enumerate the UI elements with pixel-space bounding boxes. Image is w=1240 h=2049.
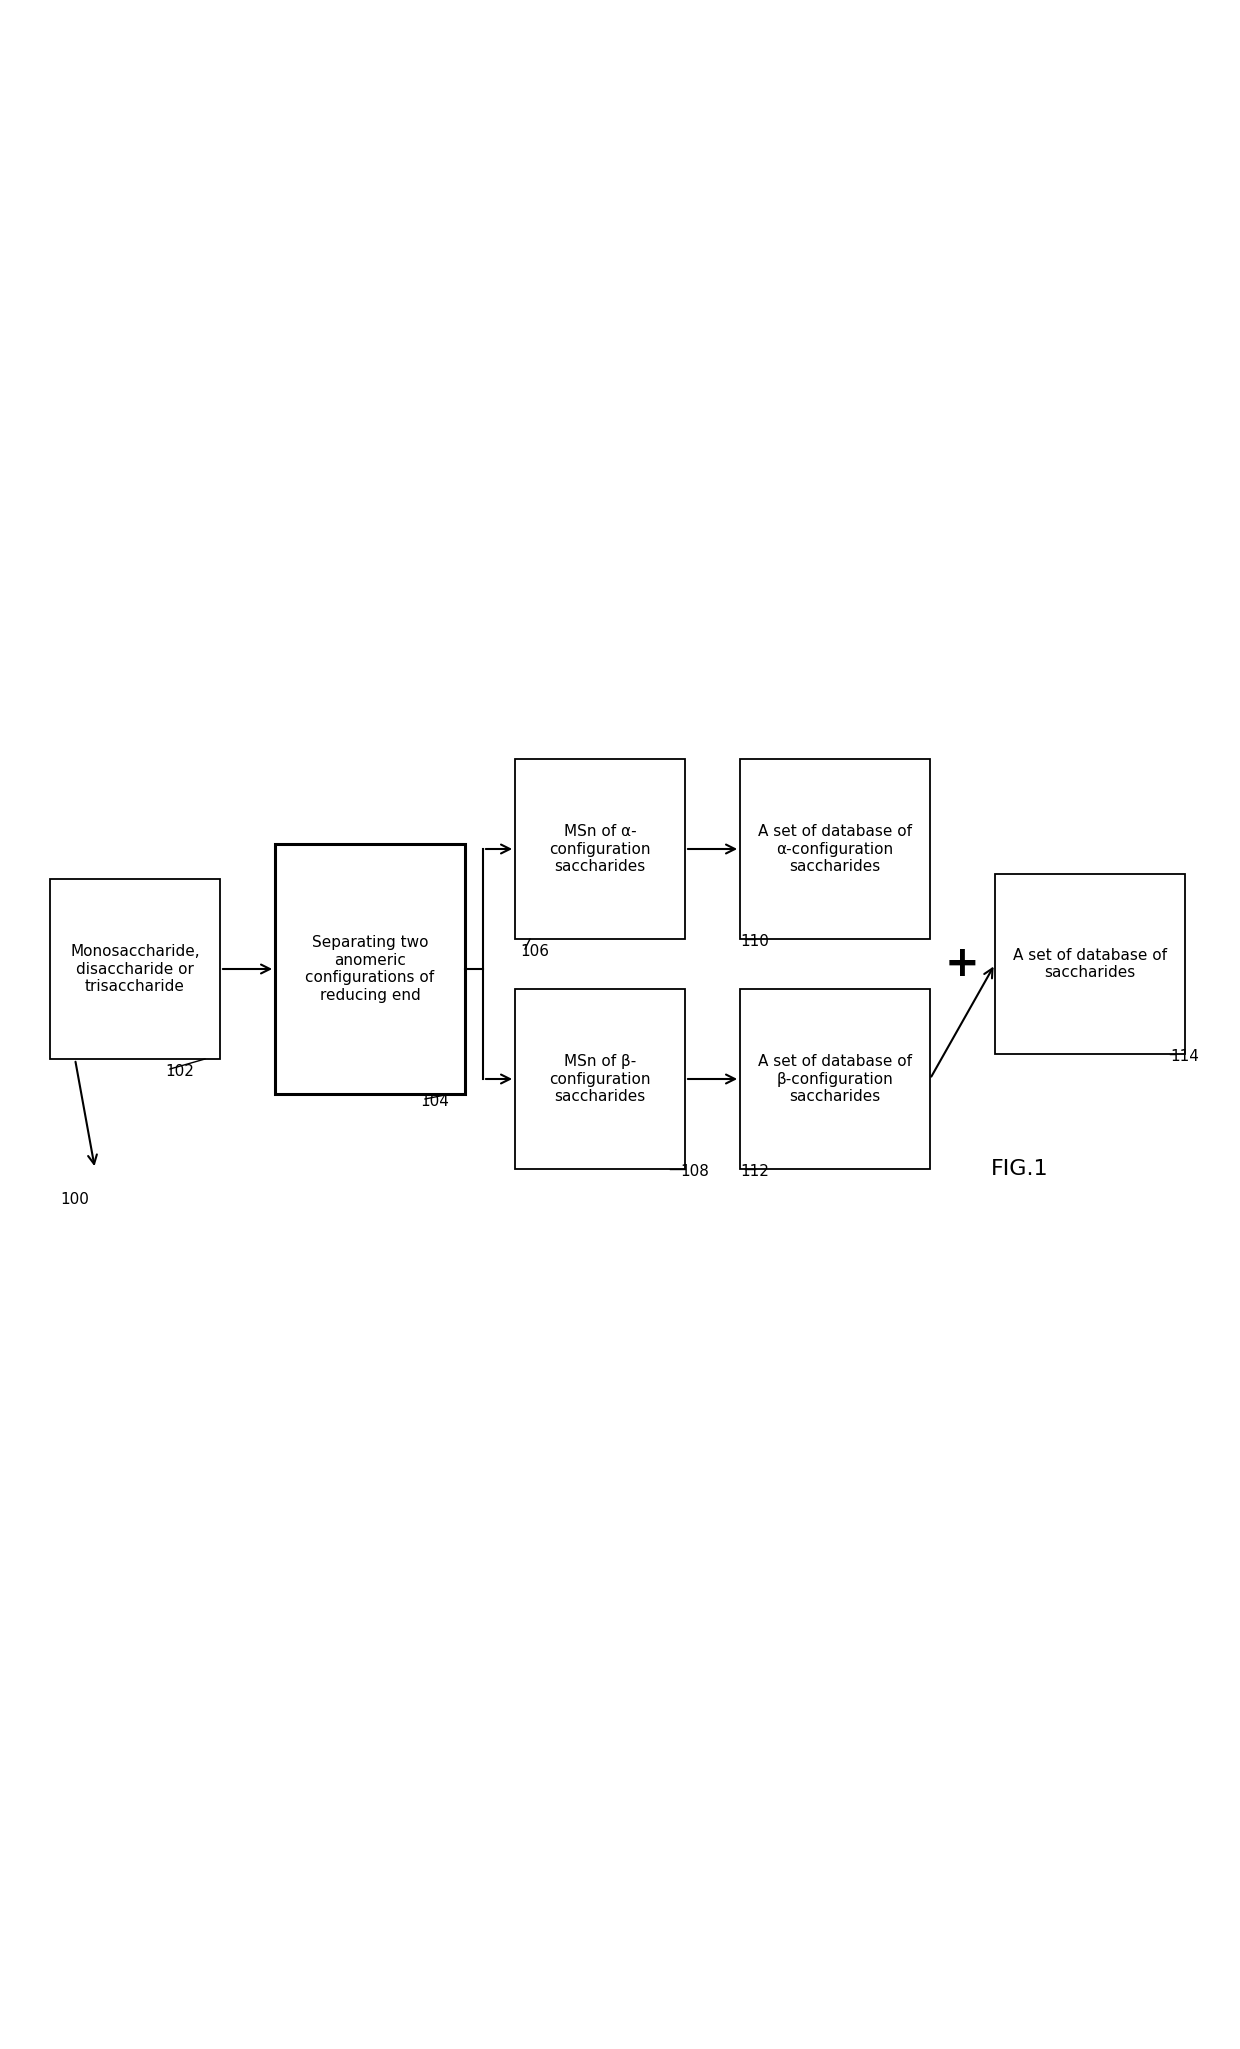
Text: 104: 104 <box>420 1094 449 1109</box>
Bar <box>740 990 930 1170</box>
Text: 110: 110 <box>740 934 769 949</box>
Text: 100: 100 <box>61 1193 89 1207</box>
Text: MSn of α-
configuration
saccharides: MSn of α- configuration saccharides <box>549 824 651 875</box>
Text: 114: 114 <box>1171 1049 1199 1063</box>
Text: Separating two
anomeric
configurations of
reducing end: Separating two anomeric configurations o… <box>305 936 434 1002</box>
Text: A set of database of
β-configuration
saccharides: A set of database of β-configuration sac… <box>758 1053 911 1104</box>
Text: 102: 102 <box>165 1063 193 1080</box>
Text: A set of database of
saccharides: A set of database of saccharides <box>1013 949 1167 979</box>
Text: 112: 112 <box>740 1164 769 1178</box>
Text: +: + <box>945 943 980 986</box>
Bar <box>275 844 465 1094</box>
Bar <box>740 758 930 938</box>
Bar <box>515 758 684 938</box>
Bar <box>515 990 684 1170</box>
Text: A set of database of
α-configuration
saccharides: A set of database of α-configuration sac… <box>758 824 911 875</box>
Text: MSn of β-
configuration
saccharides: MSn of β- configuration saccharides <box>549 1053 651 1104</box>
Text: Monosaccharide,
disaccharide or
trisaccharide: Monosaccharide, disaccharide or trisacch… <box>71 945 200 994</box>
Text: FIG.1: FIG.1 <box>991 1160 1049 1178</box>
Text: 108: 108 <box>680 1164 709 1178</box>
Bar <box>50 879 219 1059</box>
Bar <box>994 875 1185 1053</box>
Text: 106: 106 <box>520 945 549 959</box>
